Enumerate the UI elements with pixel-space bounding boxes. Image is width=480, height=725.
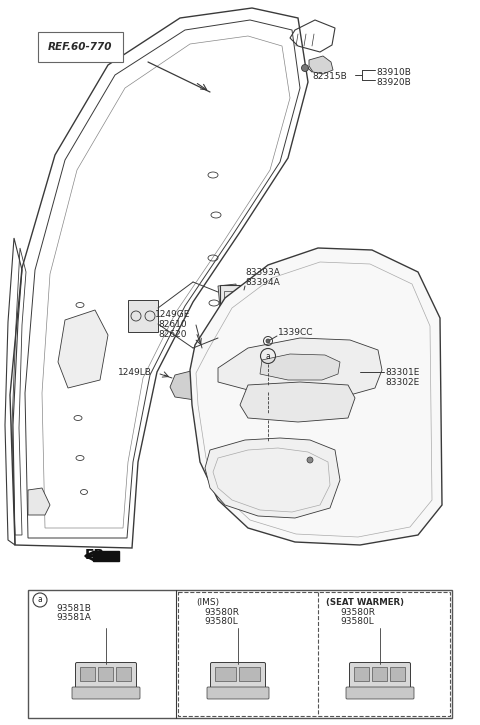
Bar	[220, 285, 258, 323]
Bar	[239, 667, 260, 681]
Text: 82620: 82620	[158, 330, 187, 339]
Text: 82610: 82610	[158, 320, 187, 329]
Bar	[116, 667, 131, 681]
Bar	[354, 667, 369, 681]
FancyBboxPatch shape	[349, 663, 410, 694]
FancyBboxPatch shape	[346, 687, 414, 699]
Text: 1339CC: 1339CC	[278, 328, 313, 337]
Text: a: a	[265, 352, 270, 360]
FancyBboxPatch shape	[75, 663, 136, 694]
Text: 83302E: 83302E	[385, 378, 419, 387]
Text: FR.: FR.	[85, 548, 111, 562]
Bar	[224, 291, 242, 317]
Text: 83910B: 83910B	[376, 68, 411, 77]
Polygon shape	[260, 354, 340, 380]
Text: a: a	[37, 595, 42, 605]
Bar	[80, 667, 95, 681]
Polygon shape	[190, 248, 442, 545]
Circle shape	[301, 65, 309, 72]
Text: 93580L: 93580L	[204, 617, 238, 626]
Text: 83301E: 83301E	[385, 368, 420, 377]
Text: 1249LB: 1249LB	[118, 368, 152, 377]
Polygon shape	[205, 438, 340, 518]
Text: 93580L: 93580L	[340, 617, 374, 626]
Polygon shape	[218, 284, 238, 308]
Text: 93581B: 93581B	[56, 604, 91, 613]
Text: 83920B: 83920B	[376, 78, 411, 87]
Polygon shape	[309, 56, 333, 74]
Polygon shape	[58, 310, 108, 388]
Text: (SEAT WARMER): (SEAT WARMER)	[326, 598, 404, 607]
Text: 93581A: 93581A	[56, 613, 91, 622]
Polygon shape	[240, 382, 355, 422]
Text: (IMS): (IMS)	[196, 598, 219, 607]
Polygon shape	[28, 488, 50, 515]
Text: 82315B: 82315B	[312, 72, 347, 81]
Bar	[372, 667, 387, 681]
Text: 83393A: 83393A	[245, 268, 280, 277]
Polygon shape	[93, 551, 119, 561]
Text: 83394A: 83394A	[245, 278, 280, 287]
Polygon shape	[202, 340, 220, 352]
Bar	[28, 590, 452, 718]
Bar	[215, 667, 236, 681]
Text: REF.60-770: REF.60-770	[48, 42, 112, 52]
Bar	[390, 667, 405, 681]
Bar	[178, 592, 450, 716]
Circle shape	[266, 339, 270, 343]
Bar	[98, 667, 113, 681]
Bar	[128, 300, 158, 332]
FancyBboxPatch shape	[211, 663, 265, 694]
Polygon shape	[170, 370, 207, 400]
Polygon shape	[218, 338, 382, 396]
Text: 93580R: 93580R	[204, 608, 239, 617]
Circle shape	[307, 457, 313, 463]
Circle shape	[194, 344, 202, 352]
Text: 1249GE: 1249GE	[155, 310, 191, 319]
FancyBboxPatch shape	[72, 687, 140, 699]
Text: 93580R: 93580R	[340, 608, 375, 617]
FancyBboxPatch shape	[207, 687, 269, 699]
